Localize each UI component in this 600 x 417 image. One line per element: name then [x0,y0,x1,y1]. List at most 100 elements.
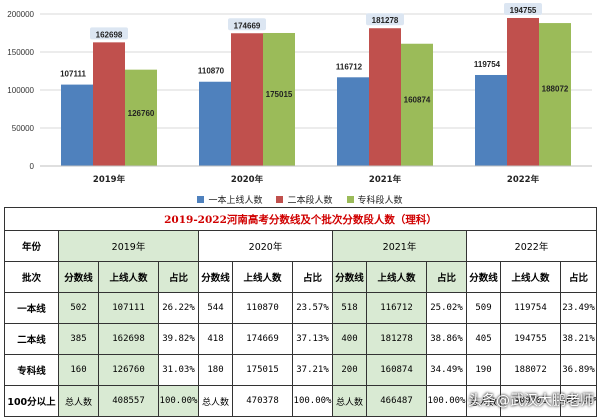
table-cell: 509 [466,292,501,324]
table-cell: 总人数 [466,385,501,417]
data-label: 175015 [266,90,293,99]
legend-item: 二本段人数 [276,193,333,206]
data-label-bg [228,18,266,31]
table-cell: 518 [332,292,367,324]
subheader-cell: 分数线 [58,261,99,293]
legend-item: 一本上线人数 [197,193,262,206]
table-cell: 200 [332,354,367,386]
table-cell: 180 [198,354,233,386]
table-cell: 116712 [366,292,427,324]
table-cell: 38.21% [560,323,597,355]
table-cell: 544 [198,292,233,324]
data-label: 188072 [542,85,569,94]
subheader-cell: 上线人数 [232,261,293,293]
bar [507,17,539,166]
bar [369,28,401,167]
x-tick-label: 2021年 [369,174,402,185]
y-tick-label: 200000 [7,10,34,19]
year-header-2020: 2020年 [198,230,333,262]
legend-swatch [346,195,354,203]
data-label: 194755 [510,6,537,15]
legend-label: 二本段人数 [287,195,333,206]
year-label: 年份 [4,230,59,262]
legend-swatch [276,195,284,203]
bar [337,77,369,166]
batch-label: 批次 [4,261,59,293]
table-cell: 23.57% [292,292,333,324]
table-cell: 408557 [98,385,159,417]
year-header-2022: 2022年 [466,230,597,262]
table-cell: 175015 [232,354,293,386]
bar [199,81,231,166]
row-label: 二本线 [4,323,59,355]
subheader-cell: 分数线 [332,261,367,293]
row-label: 一本线 [4,292,59,324]
table-cell: 总人数 [198,385,233,417]
row-label: 100分以上 [4,385,59,417]
table-cell: 110870 [232,292,293,324]
table-cell: 25.02% [426,292,467,324]
data-label-bg [90,27,128,40]
table-row: 二本线 385 162698 39.82% 418 174669 37.13% 400 1812… [4,323,597,355]
table-cell: 107111 [98,292,159,324]
table-row: 专科线 160 126760 31.03% 180 175015 37.21% 200 1608… [4,354,597,386]
table-cell: 194755 [500,323,561,355]
y-tick-label: 150000 [7,48,34,57]
table-cell: 188072 [500,354,561,386]
watermark-text: 头条@武汉大鹏老师 [468,393,594,409]
table-cell: 405 [466,323,501,355]
data-label-bg [366,13,404,26]
bar [263,32,295,166]
year-header-2019: 2019年 [58,230,199,262]
table-cell: 174669 [232,323,293,355]
data-label: 110870 [198,67,225,76]
subheader-cell: 分数线 [198,261,233,293]
table-cell: 34.49% [426,354,467,386]
subheader-cell: 上线人数 [366,261,427,293]
legend-item: 专科段人数 [346,193,403,206]
data-label: 160874 [404,95,431,104]
table-cell: 466487 [366,385,427,417]
data-table-wrap: 2019-2022河南高考分数线及个批次分数段人数（理科） 年份 2019年 2… [4,207,597,417]
table-row: 一本线 502 107111 26.22% 544 110870 23.57% 518 1167… [4,292,597,324]
subheader-cell: 占比 [158,261,199,293]
data-label: 107111 [60,70,86,79]
table-cell: 400 [332,323,367,355]
data-label: 119754 [474,60,501,69]
table-cell: 418 [198,323,233,355]
subheader-cell: 占比 [292,261,333,293]
table-cell: 181278 [366,323,427,355]
chart-svg: 0 50000 100000 150000 200000 107111 162698 1267… [7,2,592,185]
data-label: 126760 [128,109,155,118]
table-cell: 23.49% [560,292,597,324]
y-tick-label: 50000 [12,124,35,133]
subheader-cell: 分数线 [466,261,501,293]
table-cell: 36.89% [560,354,597,386]
table-cell: 38.86% [426,323,467,355]
bar [93,42,125,167]
table-cell: 100.00% [158,385,199,417]
data-label: 162698 [96,30,123,39]
data-label: 181278 [372,16,399,25]
table-cell: 26.22% [158,292,199,324]
bar [475,74,507,166]
chart-legend: 一本上线人数 二本段人数 专科段人数 [0,191,600,207]
subheader-cell: 上线人数 [500,261,561,293]
bar [231,33,263,167]
table-cell: 100.00% [292,385,333,417]
table-cell: 37.13% [292,323,333,355]
bar [539,23,571,167]
year-header-2021: 2021年 [332,230,467,262]
row-label: 专科线 [4,354,59,386]
table-cell: 39.82% [158,323,199,355]
table-cell: 119754 [500,292,561,324]
y-tick-label: 100000 [7,86,34,95]
subheader-cell: 上线人数 [98,261,159,293]
table-cell: 470378 [232,385,293,417]
table-cell: 385 [58,323,99,355]
bar [125,69,157,166]
table-cell: 502 [58,292,99,324]
table-cell: 37.21% [292,354,333,386]
table-cell: 总人数 [332,385,367,417]
table-cell: 100.00% [426,385,467,417]
